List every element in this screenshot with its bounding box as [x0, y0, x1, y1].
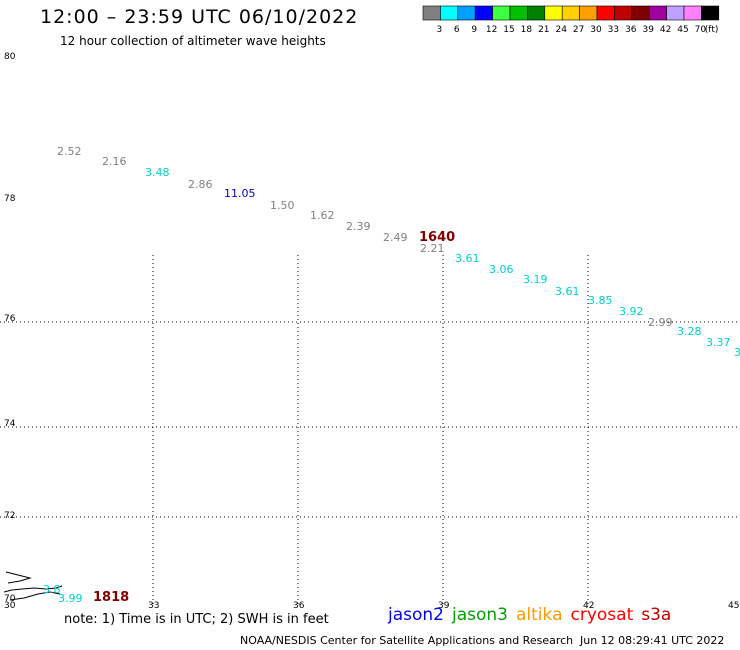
wave-height-reading: 3.28	[677, 325, 702, 338]
wave-height-reading: 2.86	[188, 178, 213, 191]
colorbar-tick-label: 24	[555, 25, 567, 35]
map-title: 12:00 – 23:59 UTC 06/10/2022	[40, 6, 359, 28]
wave-height-colorbar: 3 6 9 12 15 18 21 24 27 30 33 36 39 42 45 70 (ft)	[422, 5, 740, 43]
wave-height-reading: 2.39	[346, 220, 371, 233]
credit-text: NOAA/NESDIS Center for Satellite Applica…	[240, 634, 574, 647]
wave-height-reading: 3.85	[588, 294, 613, 307]
colorbar-tick-label: 45	[677, 25, 688, 35]
mission-s3a: s3a	[641, 605, 672, 625]
wave-height-reading: 3	[734, 346, 740, 359]
colorbar-tick-label: 6	[454, 25, 460, 35]
colorbar-tick-label: 27	[573, 25, 584, 35]
coastline	[3, 571, 63, 601]
latitude-label: 70	[4, 594, 16, 604]
wave-height-reading: 3.48	[145, 166, 170, 179]
colorbar-tick-label: 39	[642, 25, 654, 35]
colorbar-tick-label: 15	[503, 25, 514, 35]
wave-height-reading: 1640	[419, 230, 456, 245]
wave-height-reading: 2.16	[102, 155, 127, 168]
colorbar-svg: 3 6 9 12 15 18 21 24 27 30 33 36 39 42 45 70(ft)	[422, 5, 720, 35]
colorbar-tick-label: 70	[695, 25, 707, 35]
wave-height-reading: 2.99	[648, 316, 673, 329]
timestamp-text: Jun 12 08:29:41 UTC 2022	[580, 634, 725, 647]
longitude-label: 42	[583, 601, 595, 611]
latitude-label: 72	[4, 511, 16, 521]
colorbar-tick-label: 36	[625, 25, 637, 35]
mission-cryosat: cryosat	[570, 605, 634, 625]
mission-jason3: jason3	[452, 605, 508, 625]
wave-height-reading: 2.52	[57, 145, 82, 158]
wave-height-reading: 3.92	[619, 305, 644, 318]
colorbar-tick-label: 18	[521, 25, 533, 35]
graticule-grid	[0, 255, 740, 605]
wave-height-reading: 2.21	[420, 242, 445, 255]
colorbar-tick-label: 12	[486, 25, 497, 35]
latitude-label: 80	[4, 52, 16, 62]
units-note: note: 1) Time is in UTC; 2) SWH is in fe…	[64, 612, 329, 627]
mission-legend: jason2 jason3 altika cryosat s3a	[388, 605, 679, 625]
wave-height-reading: 3.99	[58, 592, 83, 605]
colorbar-tick-label: 21	[538, 25, 549, 35]
wave-height-reading: 1.50	[270, 199, 295, 212]
map-subtitle: 12 hour collection of altimeter wave hei…	[60, 34, 326, 48]
wave-height-reading: 1.62	[310, 209, 335, 222]
colorbar-swatch	[701, 5, 720, 21]
colorbar-unit-label: (ft)	[705, 25, 719, 35]
mission-altika: altika	[516, 605, 563, 625]
colorbar-tick-label: 42	[660, 25, 671, 35]
longitude-label: 36	[293, 601, 305, 611]
wave-height-reading: 3.37	[706, 336, 731, 349]
wave-height-reading: 3.8	[43, 583, 61, 596]
wave-height-reading: 2.49	[383, 231, 408, 244]
colorbar-tick-label: 33	[608, 25, 619, 35]
longitude-label: 30	[4, 601, 16, 611]
wave-height-reading: 3.06	[489, 263, 514, 276]
longitude-label: 45	[728, 601, 740, 611]
mission-jason2: jason2	[388, 605, 444, 625]
wave-height-reading: 11.05	[224, 187, 256, 200]
latitude-label: 76	[4, 314, 16, 324]
wave-height-reading: 1818	[93, 590, 130, 605]
wave-height-reading: 3.61	[455, 252, 480, 265]
wave-height-reading: 3.61	[555, 285, 580, 298]
wave-height-reading: 3.19	[523, 273, 548, 286]
longitude-label: 39	[438, 601, 450, 611]
colorbar-tick-label: 9	[471, 25, 477, 35]
latitude-label: 78	[4, 194, 16, 204]
colorbar-tick-label: 30	[590, 25, 602, 35]
latitude-label: 74	[4, 419, 16, 429]
longitude-label: 33	[148, 601, 160, 611]
colorbar-tick-label: 3	[437, 25, 443, 35]
